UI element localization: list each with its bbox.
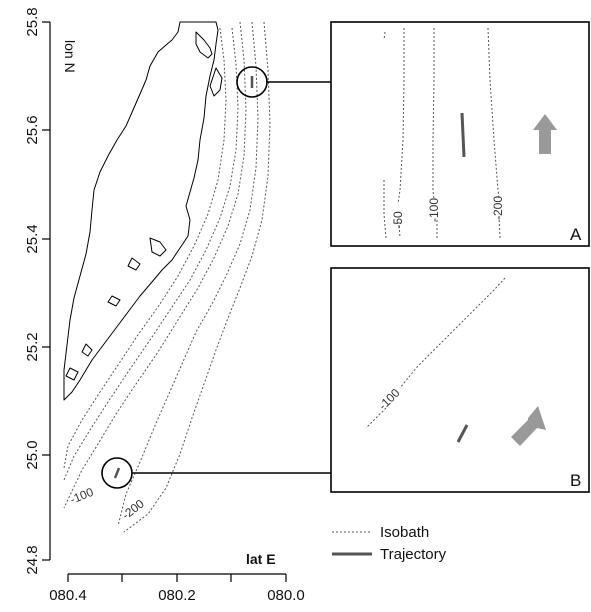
inset-b-current-arrow: [511, 406, 546, 446]
main-map: 24.8 25.0 25.2 25.4 25.6 25.8 080.4 080.…: [24, 7, 331, 604]
site-b-trajectory: [113, 467, 121, 479]
inset-b-letter: B: [570, 471, 581, 490]
legend-isobath-label: Isobath: [380, 524, 429, 541]
x-axis-title: lat E: [246, 551, 276, 567]
y-tick-label: 25.0: [24, 440, 41, 469]
y-tick-label: 25.8: [24, 7, 41, 36]
inset-b-trajectory: [456, 424, 469, 443]
isobaths: [63, 21, 271, 533]
inset-a-isobaths: [383, 27, 501, 239]
inset-a-trajectory: [460, 112, 466, 158]
inset-b-frame: [330, 267, 590, 493]
inset-a-current-arrow: [533, 114, 557, 154]
coastline: [63, 21, 223, 401]
y-tick-label: 24.8: [24, 545, 41, 574]
y-ticks: [42, 21, 50, 561]
inset-a-letter: A: [570, 225, 582, 244]
isobath-label: -100: [68, 485, 96, 507]
x-tick-label: 080.4: [49, 587, 87, 604]
x-tick-label: 080.0: [267, 587, 305, 604]
inset-b-isobath: [365, 277, 506, 429]
y-tick-label: 25.6: [24, 115, 41, 144]
y-tick-label: 25.4: [24, 224, 41, 253]
inset-a: -50 -100 -200 A: [330, 21, 590, 247]
x-ticks: [67, 574, 287, 582]
isobath-label: -50: [391, 211, 405, 229]
y-axis-title: lon N: [62, 40, 78, 73]
isobath-label: -100: [427, 198, 441, 222]
legend: Isobath Trajectory: [332, 524, 447, 563]
isobath-label: -200: [491, 196, 505, 220]
y-tick-label: 25.2: [24, 332, 41, 361]
inset-b: -100 B: [330, 267, 590, 493]
x-tick-label: 080.2: [158, 587, 196, 604]
legend-trajectory-label: Trajectory: [380, 546, 447, 563]
